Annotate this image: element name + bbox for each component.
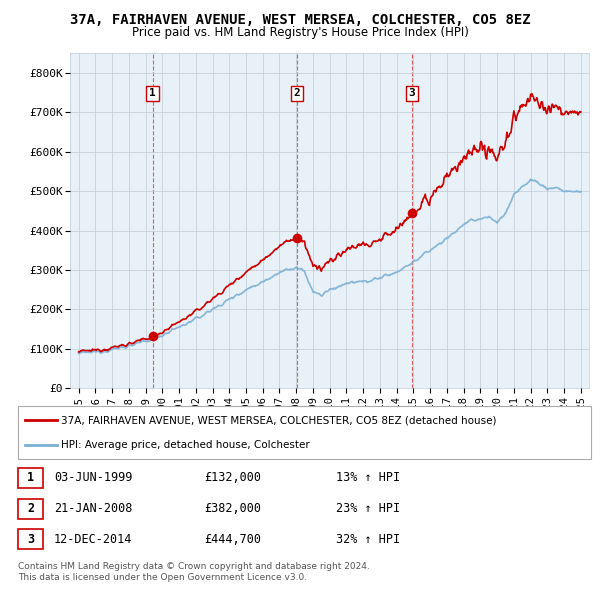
Text: £132,000: £132,000 [204, 471, 261, 484]
Text: This data is licensed under the Open Government Licence v3.0.: This data is licensed under the Open Gov… [18, 572, 307, 582]
Text: £382,000: £382,000 [204, 502, 261, 515]
Text: 1: 1 [27, 471, 34, 484]
Text: 12-DEC-2014: 12-DEC-2014 [54, 533, 133, 546]
Text: Contains HM Land Registry data © Crown copyright and database right 2024.: Contains HM Land Registry data © Crown c… [18, 562, 370, 571]
Text: 32% ↑ HPI: 32% ↑ HPI [336, 533, 400, 546]
Text: 21-JAN-2008: 21-JAN-2008 [54, 502, 133, 515]
Text: HPI: Average price, detached house, Colchester: HPI: Average price, detached house, Colc… [61, 440, 310, 450]
Text: 2: 2 [293, 88, 301, 99]
Text: 3: 3 [409, 88, 415, 99]
Text: 03-JUN-1999: 03-JUN-1999 [54, 471, 133, 484]
Text: 37A, FAIRHAVEN AVENUE, WEST MERSEA, COLCHESTER, CO5 8EZ: 37A, FAIRHAVEN AVENUE, WEST MERSEA, COLC… [70, 13, 530, 27]
Text: 3: 3 [27, 533, 34, 546]
Text: Price paid vs. HM Land Registry's House Price Index (HPI): Price paid vs. HM Land Registry's House … [131, 26, 469, 39]
Text: £444,700: £444,700 [204, 533, 261, 546]
Text: 2: 2 [27, 502, 34, 515]
Text: 23% ↑ HPI: 23% ↑ HPI [336, 502, 400, 515]
Text: 1: 1 [149, 88, 156, 99]
Text: 37A, FAIRHAVEN AVENUE, WEST MERSEA, COLCHESTER, CO5 8EZ (detached house): 37A, FAIRHAVEN AVENUE, WEST MERSEA, COLC… [61, 415, 497, 425]
Text: 13% ↑ HPI: 13% ↑ HPI [336, 471, 400, 484]
